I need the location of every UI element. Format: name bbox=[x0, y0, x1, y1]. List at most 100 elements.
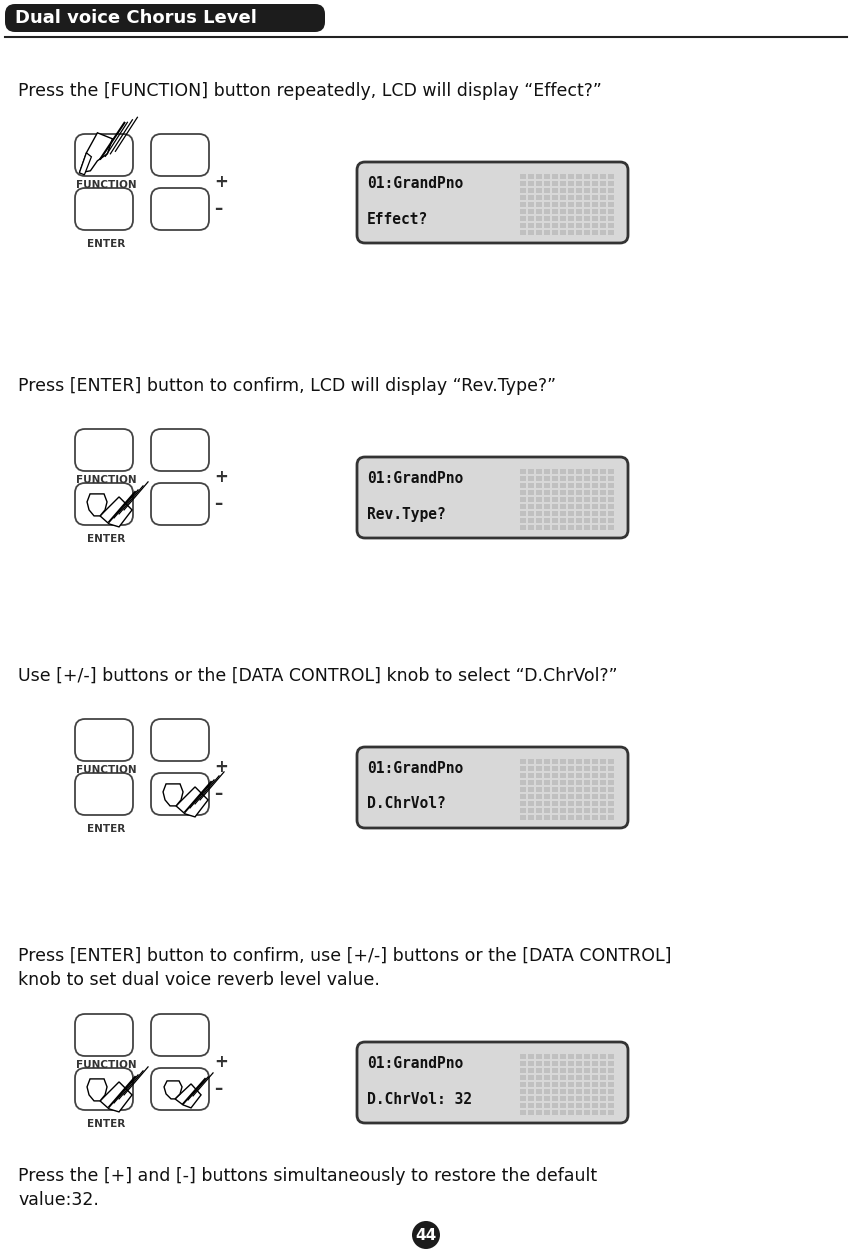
Bar bbox=[576, 195, 582, 200]
Bar bbox=[544, 483, 550, 488]
FancyBboxPatch shape bbox=[75, 773, 133, 815]
Bar bbox=[520, 808, 526, 813]
Bar bbox=[560, 497, 566, 502]
Bar bbox=[552, 490, 558, 495]
Text: ENTER: ENTER bbox=[87, 534, 125, 544]
Bar bbox=[600, 787, 606, 792]
Bar bbox=[544, 787, 550, 792]
Bar bbox=[560, 512, 566, 517]
Bar bbox=[520, 490, 526, 495]
Bar bbox=[520, 1110, 526, 1115]
Bar bbox=[584, 1089, 590, 1094]
Bar bbox=[608, 787, 614, 792]
Polygon shape bbox=[79, 133, 112, 172]
Polygon shape bbox=[79, 153, 91, 175]
Bar bbox=[592, 1075, 598, 1080]
Bar bbox=[536, 759, 542, 764]
Bar bbox=[544, 759, 550, 764]
FancyBboxPatch shape bbox=[151, 1014, 209, 1056]
Bar bbox=[584, 195, 590, 200]
Bar bbox=[544, 808, 550, 813]
Text: +: + bbox=[214, 173, 227, 191]
Bar bbox=[584, 490, 590, 495]
Bar bbox=[536, 189, 542, 194]
Bar bbox=[584, 230, 590, 235]
Bar bbox=[600, 173, 606, 178]
Bar bbox=[584, 1075, 590, 1080]
Bar bbox=[536, 1082, 542, 1087]
Bar bbox=[568, 815, 574, 820]
Bar bbox=[592, 209, 598, 214]
Text: +: + bbox=[214, 1053, 227, 1071]
Bar bbox=[520, 181, 526, 186]
Bar bbox=[608, 781, 614, 786]
Bar bbox=[544, 1096, 550, 1101]
Bar bbox=[576, 773, 582, 778]
Bar bbox=[544, 1110, 550, 1115]
Bar bbox=[600, 504, 606, 509]
Bar bbox=[600, 766, 606, 771]
Bar bbox=[584, 476, 590, 481]
Bar bbox=[568, 525, 574, 530]
Text: +: + bbox=[214, 758, 227, 776]
Bar bbox=[528, 469, 534, 474]
Bar bbox=[576, 230, 582, 235]
Bar bbox=[560, 1102, 566, 1107]
Bar bbox=[600, 476, 606, 481]
Text: Press the [+] and [-] buttons simultaneously to restore the default
value:32.: Press the [+] and [-] buttons simultaneo… bbox=[18, 1166, 597, 1208]
FancyBboxPatch shape bbox=[75, 189, 133, 230]
FancyBboxPatch shape bbox=[75, 429, 133, 471]
Bar bbox=[576, 1061, 582, 1066]
Bar bbox=[544, 815, 550, 820]
FancyBboxPatch shape bbox=[75, 1014, 133, 1056]
Bar bbox=[568, 773, 574, 778]
Bar bbox=[600, 781, 606, 786]
Bar bbox=[520, 759, 526, 764]
Circle shape bbox=[412, 1221, 440, 1249]
Bar bbox=[576, 1082, 582, 1087]
Bar bbox=[528, 525, 534, 530]
Bar bbox=[560, 490, 566, 495]
Polygon shape bbox=[100, 497, 132, 527]
Bar bbox=[568, 230, 574, 235]
Bar bbox=[600, 1089, 606, 1094]
FancyBboxPatch shape bbox=[357, 747, 628, 828]
Bar bbox=[600, 808, 606, 813]
Bar bbox=[560, 222, 566, 228]
Bar bbox=[592, 504, 598, 509]
Bar bbox=[560, 518, 566, 523]
Bar bbox=[584, 1055, 590, 1058]
Bar bbox=[520, 202, 526, 207]
Bar bbox=[592, 808, 598, 813]
Bar bbox=[600, 1082, 606, 1087]
Polygon shape bbox=[87, 1079, 107, 1101]
Bar bbox=[528, 794, 534, 799]
Bar bbox=[536, 766, 542, 771]
Bar bbox=[544, 794, 550, 799]
Bar bbox=[576, 1110, 582, 1115]
Bar bbox=[584, 209, 590, 214]
Bar bbox=[560, 525, 566, 530]
Bar bbox=[528, 230, 534, 235]
Bar bbox=[536, 181, 542, 186]
Bar bbox=[568, 781, 574, 786]
Bar bbox=[528, 1110, 534, 1115]
Bar bbox=[552, 1061, 558, 1066]
Bar bbox=[608, 222, 614, 228]
Bar bbox=[600, 1075, 606, 1080]
Bar bbox=[568, 476, 574, 481]
Bar bbox=[536, 808, 542, 813]
Bar bbox=[552, 773, 558, 778]
Bar bbox=[560, 195, 566, 200]
Bar bbox=[608, 504, 614, 509]
Bar bbox=[608, 794, 614, 799]
Bar bbox=[584, 815, 590, 820]
Bar bbox=[592, 230, 598, 235]
Bar bbox=[520, 1068, 526, 1073]
Bar bbox=[600, 1096, 606, 1101]
Bar bbox=[528, 787, 534, 792]
Bar bbox=[560, 216, 566, 221]
Bar bbox=[600, 230, 606, 235]
Bar bbox=[600, 773, 606, 778]
Bar bbox=[536, 1055, 542, 1058]
